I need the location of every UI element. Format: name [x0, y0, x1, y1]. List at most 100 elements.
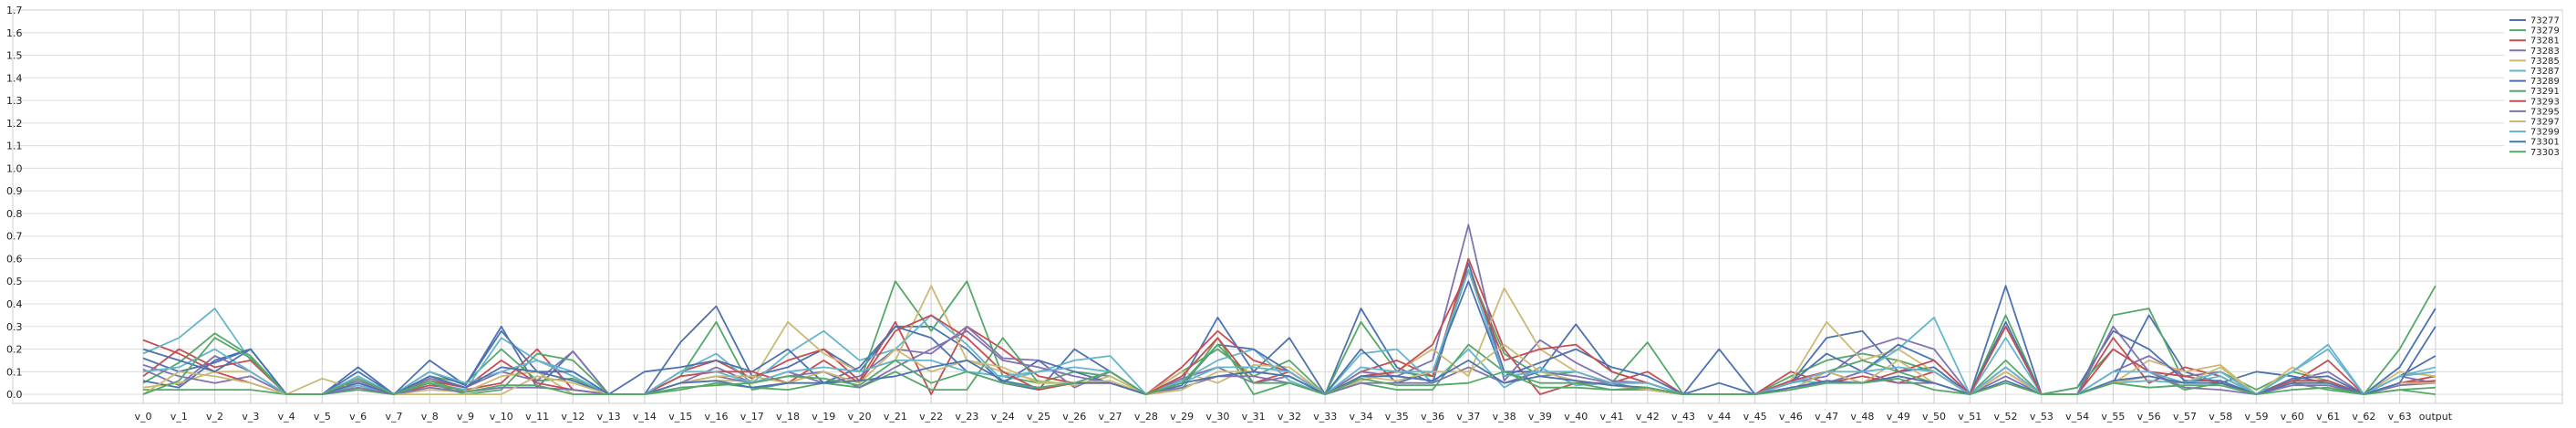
x-tick-label: v_0 [134, 411, 151, 423]
x-tick-label: v_49 [1887, 411, 1910, 423]
y-tick-label: 0.0 [6, 389, 23, 401]
x-tick-label: v_8 [421, 411, 439, 423]
legend-entry-label: 73303 [2530, 148, 2560, 158]
legend-entry-label: 73295 [2530, 107, 2560, 117]
y-tick-label: 1.7 [6, 5, 23, 16]
x-tick-label: v_39 [1528, 411, 1552, 423]
x-tick-label: v_55 [2101, 411, 2125, 423]
x-tick-label: v_48 [1850, 411, 1874, 423]
legend-entry-label: 73279 [2530, 26, 2560, 37]
x-tick-label: v_26 [1062, 411, 1086, 423]
x-tick-label: v_38 [1493, 411, 1516, 423]
x-tick-label: v_24 [991, 411, 1015, 423]
x-tick-label: v_40 [1564, 411, 1588, 423]
y-tick-label: 0.6 [6, 253, 23, 265]
x-tick-label: v_30 [1205, 411, 1229, 423]
series-line-73303 [142, 337, 2436, 396]
x-tick-label: v_10 [490, 411, 513, 423]
x-tick-label: v_58 [2209, 411, 2232, 423]
x-tick-label: v_47 [1815, 411, 1838, 423]
x-tick-label: v_15 [668, 411, 692, 423]
x-tick-label: v_4 [278, 411, 295, 423]
x-tick-label: v_3 [242, 411, 259, 423]
x-tick-label: v_41 [1599, 411, 1623, 423]
x-tick-label: v_51 [1958, 411, 1981, 423]
x-tick-label: v_46 [1779, 411, 1803, 423]
x-tick-label: v_50 [1922, 411, 1946, 423]
y-tick-label: 1.3 [6, 95, 23, 107]
x-tick-label: v_18 [776, 411, 800, 423]
x-tick-label: output [2419, 411, 2453, 423]
y-tick-label: 1.4 [6, 72, 23, 84]
y-tick-label: 1.2 [6, 118, 23, 130]
x-tick-label: v_5 [314, 411, 331, 423]
x-tick-label: v_19 [812, 411, 835, 423]
x-tick-label: v_35 [1385, 411, 1409, 423]
x-tick-label: v_44 [1707, 411, 1731, 423]
x-tick-label: v_12 [561, 411, 585, 423]
x-tick-label: v_14 [633, 411, 657, 423]
x-axis-tick-labels: v_0 v_1 v_2 v_3 v_4 v_5 v_6 v_7 v_8 v_9 v_10 v_11 v_… [134, 411, 2452, 423]
x-tick-label: v_52 [1994, 411, 2018, 423]
x-tick-label: v_27 [1099, 411, 1122, 423]
legend-entry-label: 73281 [2530, 37, 2560, 47]
legend-entry-label: 73301 [2530, 138, 2560, 148]
legend-box [2504, 13, 2562, 161]
x-tick-label: v_59 [2245, 411, 2269, 423]
legend-entry-label: 73299 [2530, 128, 2560, 138]
x-tick-label: v_63 [2388, 411, 2412, 423]
legend-entry-label: 73287 [2530, 67, 2560, 77]
y-tick-label: 1.1 [6, 141, 23, 152]
plot-frame [12, 9, 2563, 404]
x-tick-label: v_28 [1134, 411, 1158, 423]
x-tick-label: v_21 [884, 411, 907, 423]
y-tick-label: 1.0 [6, 162, 23, 174]
legend: 7327773279732817328373285732877328973291… [2504, 13, 2562, 161]
x-tick-label: v_7 [385, 411, 402, 423]
legend-entry-label: 73277 [2530, 16, 2560, 26]
x-tick-label: v_33 [1313, 411, 1337, 423]
x-tick-label: v_20 [848, 411, 872, 423]
y-tick-label: 0.9 [6, 185, 23, 197]
y-tick-label: 1.6 [6, 27, 23, 39]
legend-entry-label: 73297 [2530, 118, 2560, 128]
x-tick-label: v_36 [1421, 411, 1444, 423]
y-tick-label: 0.8 [6, 208, 23, 220]
y-tick-label: 0.1 [6, 366, 23, 378]
x-tick-label: v_29 [1170, 411, 1194, 423]
x-tick-label: v_61 [2316, 411, 2340, 423]
legend-entry-label: 73285 [2530, 57, 2560, 67]
legend-entry-label: 73283 [2530, 47, 2560, 57]
x-tick-label: v_45 [1743, 411, 1767, 423]
x-tick-label: v_11 [525, 411, 549, 423]
x-tick-label: v_6 [349, 411, 367, 423]
x-tick-label: v_16 [704, 411, 728, 423]
series-lines [142, 224, 2436, 396]
x-tick-label: v_37 [1456, 411, 1480, 423]
x-tick-label: v_22 [919, 411, 943, 423]
x-tick-label: v_57 [2173, 411, 2197, 423]
x-tick-label: v_56 [2137, 411, 2161, 423]
x-tick-label: v_13 [597, 411, 621, 423]
x-tick-label: v_54 [2065, 411, 2089, 423]
x-tick-label: v_23 [955, 411, 978, 423]
x-tick-label: v_43 [1671, 411, 1695, 423]
x-tick-label: v_17 [740, 411, 764, 423]
x-tick-label: v_2 [206, 411, 223, 423]
x-tick-label: v_42 [1636, 411, 1660, 423]
y-tick-label: 0.2 [6, 344, 23, 356]
legend-entry-label: 73289 [2530, 77, 2560, 87]
legend-entry-label: 73293 [2530, 97, 2560, 107]
x-tick-label: v_9 [457, 411, 474, 423]
legend-entry-label: 73291 [2530, 87, 2560, 97]
y-tick-label: 0.7 [6, 231, 23, 243]
y-tick-label: 1.5 [6, 50, 23, 62]
y-tick-label: 0.5 [6, 276, 23, 287]
x-tick-label: v_31 [1242, 411, 1266, 423]
x-tick-label: v_34 [1350, 411, 1373, 423]
y-tick-label: 0.3 [6, 321, 23, 333]
x-tick-label: v_25 [1027, 411, 1050, 423]
x-tick-label: v_60 [2281, 411, 2304, 423]
